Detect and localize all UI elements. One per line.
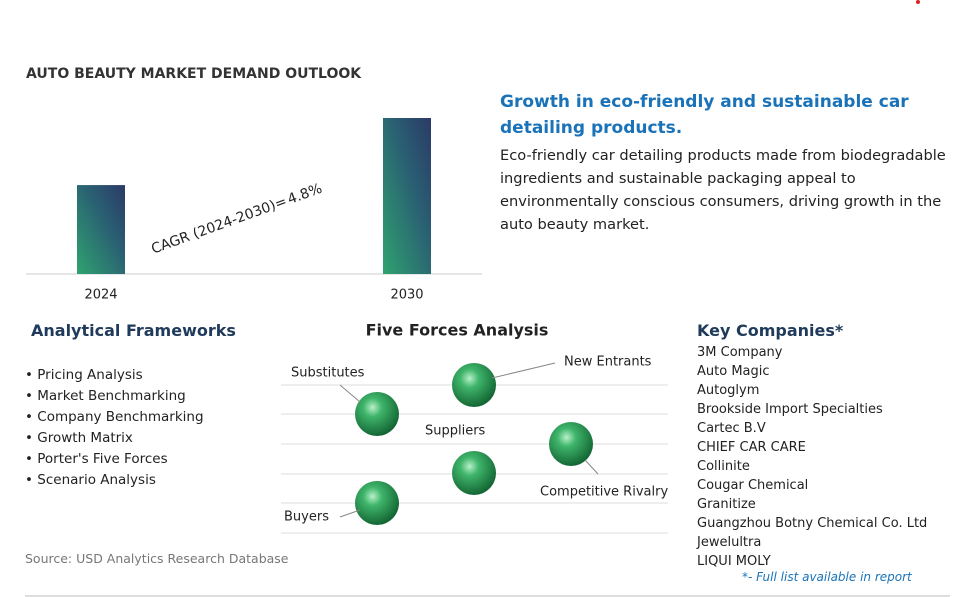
- x-label: 2030: [390, 288, 423, 303]
- list-item: Brookside Import Specialties: [697, 400, 927, 419]
- ball: [355, 481, 399, 525]
- list-item: Collinite: [697, 457, 927, 476]
- leader: [491, 362, 556, 379]
- bar: [383, 118, 431, 274]
- five-forces: Substitutes New Entrants Suppliers Competit…: [281, 355, 668, 534]
- item-text: Scenario Analysis: [37, 472, 156, 488]
- ball: [355, 392, 399, 436]
- force-label: Buyers: [284, 510, 329, 525]
- list-item: • Growth Matrix: [25, 430, 133, 446]
- companies-list: 3M Company Auto Magic Autoglym Brookside Im…: [697, 343, 927, 571]
- companies-note: *- Full list available in report: [742, 570, 912, 584]
- item-text: Pricing Analysis: [37, 367, 143, 383]
- list-item: Auto Magic: [697, 362, 927, 381]
- list-item: • Market Benchmarking: [25, 388, 186, 404]
- item-text: Brookside Import Specialties: [697, 402, 883, 417]
- force-label: Substitutes: [291, 366, 365, 381]
- item-text: Auto Magic: [697, 364, 770, 379]
- cagr: CAGR (2024-2030)= 4.8%: [149, 181, 324, 258]
- item-text: Cartec B.V: [697, 421, 766, 436]
- list-item: LIQUI MOLY: [697, 552, 927, 571]
- cagr-value: 4.8%: [286, 181, 325, 208]
- highlight-heading: Growth in eco-friendly and sustainable c…: [500, 92, 909, 138]
- force-label: Competitive Rivalry: [540, 485, 668, 500]
- companies-title: Key Companies*: [697, 321, 844, 340]
- list-item: Guangzhou Botny Chemical Co. Ltd: [697, 514, 927, 533]
- list-item: Granitize: [697, 495, 927, 514]
- frameworks-title: Analytical Frameworks: [31, 321, 236, 340]
- list-item: Cougar Chemical: [697, 476, 927, 495]
- item-text: Cougar Chemical: [697, 478, 809, 493]
- ball: [452, 363, 496, 407]
- leader: [584, 459, 599, 475]
- forces-title: Five Forces Analysis: [366, 321, 549, 340]
- list-item: • Scenario Analysis: [25, 472, 156, 488]
- item-text: 3M Company: [697, 345, 783, 360]
- dot: [916, 0, 920, 4]
- item-text: Guangzhou Botny Chemical Co. Ltd: [697, 516, 928, 531]
- list-item: Cartec B.V: [697, 419, 927, 438]
- item-text: Autoglym: [697, 383, 760, 398]
- list-item: • Company Benchmarking: [25, 409, 204, 425]
- item-text: Jewelultra: [697, 535, 762, 550]
- ball: [549, 422, 593, 466]
- chart-title: AUTO BEAUTY MARKET DEMAND OUTLOOK: [26, 66, 362, 82]
- list-item: 3M Company: [697, 343, 927, 362]
- list-item: Jewelultra: [697, 533, 927, 552]
- leader: [339, 384, 361, 403]
- cagr-label: CAGR (2024-2030)=: [149, 194, 289, 258]
- list-item: • Pricing Analysis: [25, 367, 143, 383]
- ball: [452, 451, 496, 495]
- highlight-body: Eco-friendly car detailing products made…: [500, 147, 946, 233]
- x-label: 2024: [84, 288, 117, 303]
- force-label: New Entrants: [564, 355, 652, 370]
- item-text: LIQUI MOLY: [697, 554, 771, 569]
- frameworks-list: • Pricing Analysis • Market Benchmarking •…: [25, 365, 204, 491]
- item-text: Collinite: [697, 459, 750, 474]
- list-item: • Porter's Five Forces: [25, 451, 168, 467]
- force-label: Suppliers: [425, 424, 486, 439]
- source: Source: USD Analytics Research Database: [25, 551, 289, 566]
- item-text: Company Benchmarking: [37, 409, 204, 425]
- item-text: Growth Matrix: [37, 430, 133, 446]
- item-text: CHIEF CAR CARE: [697, 440, 806, 455]
- list-item: Autoglym: [697, 381, 927, 400]
- bar: [77, 185, 125, 274]
- item-text: Granitize: [697, 497, 756, 512]
- list-item: CHIEF CAR CARE: [697, 438, 927, 457]
- item-text: Porter's Five Forces: [37, 451, 168, 467]
- leader: [339, 509, 361, 518]
- item-text: Market Benchmarking: [37, 388, 186, 404]
